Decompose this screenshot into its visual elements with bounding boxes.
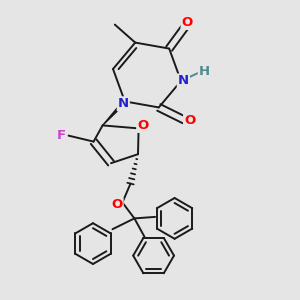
Text: N: N	[118, 97, 129, 110]
Text: O: O	[111, 198, 123, 212]
Text: O: O	[137, 119, 148, 132]
Text: F: F	[57, 129, 66, 142]
Text: O: O	[184, 113, 195, 127]
Text: N: N	[178, 74, 189, 88]
Text: H: H	[199, 64, 210, 78]
Text: O: O	[182, 16, 193, 29]
Polygon shape	[103, 100, 126, 125]
